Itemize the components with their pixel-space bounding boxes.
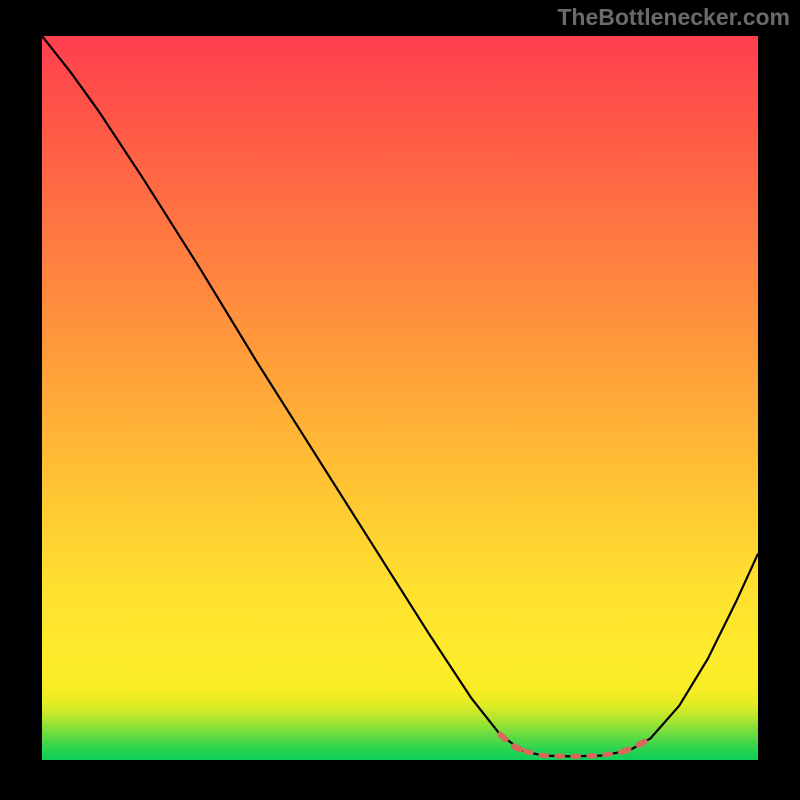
watermark-text: TheBottlenecker.com xyxy=(557,4,790,31)
bottleneck-chart xyxy=(0,0,800,800)
plot-background xyxy=(42,36,758,760)
